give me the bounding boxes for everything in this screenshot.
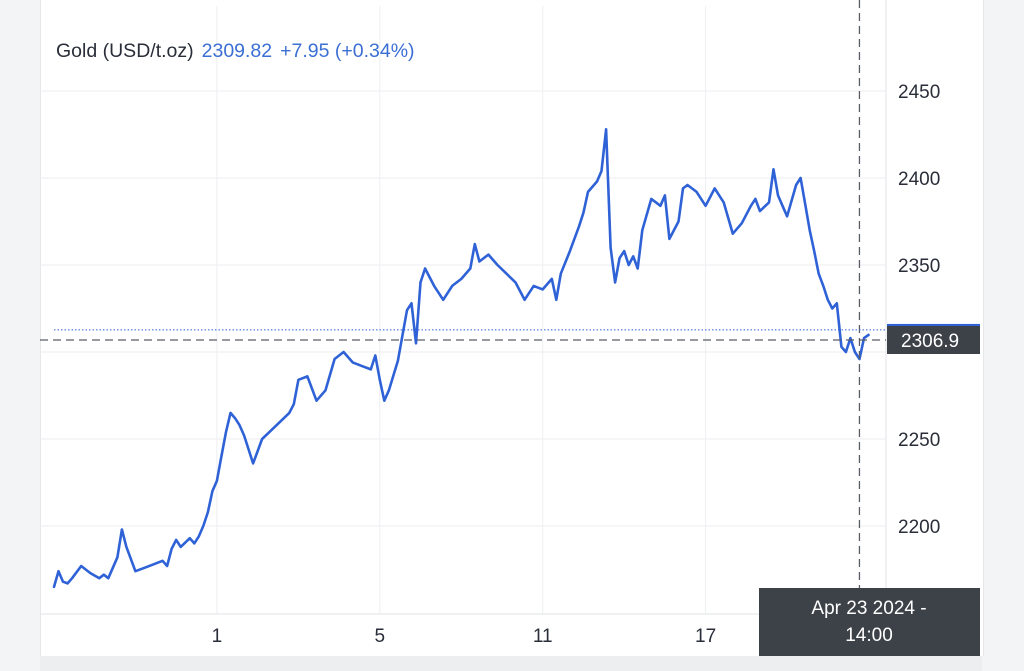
- x-tick-label: 11: [533, 626, 553, 647]
- bottom-strip: [40, 656, 982, 671]
- grid: [40, 6, 886, 614]
- y-tick-label: 2250: [898, 430, 940, 451]
- x-tick-label: 17: [695, 626, 716, 647]
- y-tick-label: 2450: [898, 82, 940, 103]
- crosshair-date-label-box: [759, 588, 980, 656]
- y-tick-label: 2200: [898, 517, 940, 538]
- crosshair-price-label: 2306.9: [901, 331, 959, 352]
- x-tick-label: 1: [212, 626, 223, 647]
- crosshair-time-label: 14:00: [845, 625, 893, 646]
- series-layer: [52, 128, 870, 589]
- instrument-name: Gold (USD/t.oz): [56, 40, 194, 62]
- x-tick-label: 5: [375, 626, 386, 647]
- chart-panel: [40, 0, 984, 656]
- crosshair-date-label: Apr 23 2024 -: [811, 598, 926, 619]
- crosshair: 2306.9 Apr 23 2024 - 14:00: [40, 0, 980, 656]
- y-tick-label: 2400: [898, 169, 940, 190]
- last-price: 2309.82: [201, 40, 273, 62]
- price-change: +7.95 (+0.34%): [280, 40, 415, 62]
- chart-header: Gold (USD/t.oz) 2309.82 +7.95 (+0.34%): [56, 40, 415, 63]
- y-tick-label: 2350: [898, 256, 940, 277]
- axis-layer: 2200 2250 2350 2400 2450 1 5 11 17: [40, 0, 940, 647]
- price-series-line: [52, 128, 870, 589]
- crosshair-price-label-box: [887, 325, 980, 354]
